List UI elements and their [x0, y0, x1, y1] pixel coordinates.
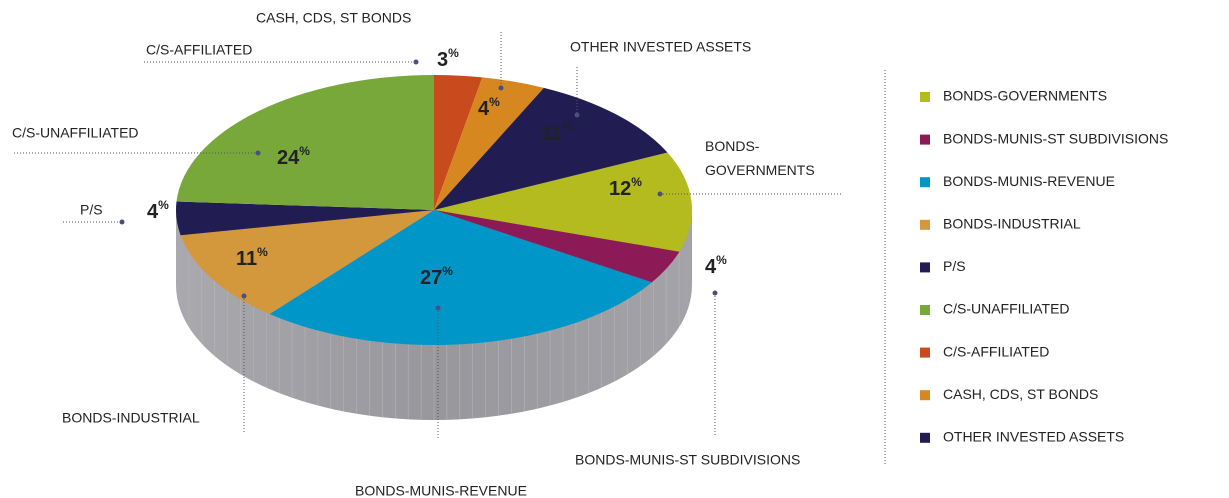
value-label: 11%: [236, 245, 268, 270]
legend-label: C/S-AFFILIATED: [943, 343, 1049, 359]
slice-label: BONDS-MUNIS-ST SUBDIVISIONS: [575, 452, 800, 468]
slice-label: CASH, CDS, ST BONDS: [256, 10, 411, 26]
legend-swatch: [920, 134, 930, 145]
leader-dot: [119, 219, 125, 225]
pie-slice: [434, 210, 680, 283]
legend-swatch: [920, 92, 930, 102]
slice-label: C/S-UNAFFILIATED: [12, 125, 139, 141]
legend-label: BONDS-GOVERNMENTS: [943, 88, 1107, 104]
pie-slice: [434, 87, 668, 210]
pie-slice: [434, 77, 544, 210]
legend-swatch: [920, 177, 930, 188]
pie-slice: [434, 75, 483, 210]
slice-label: BONDS-MUNIS-REVENUE: [355, 483, 527, 498]
legend-swatch: [920, 432, 930, 443]
legend-label: BONDS-MUNIS-ST SUBDIVISIONS: [943, 130, 1168, 146]
leader-dot: [498, 85, 504, 91]
pie-slice: [180, 210, 434, 315]
pie-slice: [269, 210, 652, 345]
pie-slice: [176, 75, 435, 210]
leader-dot: [413, 59, 419, 65]
legend-swatch: [920, 390, 930, 401]
leader-dot: [712, 290, 718, 296]
legend-label: C/S-UNAFFILIATED: [943, 301, 1070, 317]
value-label: 4%: [478, 95, 500, 120]
value-label: 27%: [420, 264, 453, 289]
legend-label: BONDS-MUNIS-REVENUE: [943, 173, 1115, 189]
slice-label: BONDS-INDUSTRIAL: [62, 410, 200, 426]
legend-label: OTHER INVESTED ASSETS: [943, 429, 1124, 445]
leader-dot: [435, 305, 441, 311]
value-label: 24%: [277, 144, 310, 169]
legend-swatch: [920, 305, 930, 315]
slice-label: OTHER INVESTED ASSETS: [570, 39, 751, 55]
pie-slice: [176, 201, 435, 236]
value-label: 11%: [541, 120, 573, 145]
pie-slice: [434, 152, 692, 252]
legend-label: CASH, CDS, ST BONDS: [943, 386, 1098, 402]
slice-label: BONDS-GOVERNMENTS: [705, 138, 815, 178]
legend-swatch: [920, 262, 930, 273]
leader-dot: [657, 191, 663, 197]
value-label: 3%: [437, 46, 459, 71]
slice-label: P/S: [80, 202, 103, 218]
legend-label: P/S: [943, 258, 966, 274]
legend-swatch: [920, 347, 930, 358]
leader-dot: [574, 112, 580, 118]
leader-dot: [241, 293, 247, 299]
leader-dot: [255, 150, 261, 156]
value-label: 4%: [705, 253, 727, 278]
slice-label: C/S-AFFILIATED: [146, 42, 252, 58]
legend-swatch: [920, 219, 930, 230]
legend-label: BONDS-INDUSTRIAL: [943, 216, 1081, 232]
value-label: 4%: [147, 198, 169, 223]
value-label: 12%: [609, 175, 642, 200]
